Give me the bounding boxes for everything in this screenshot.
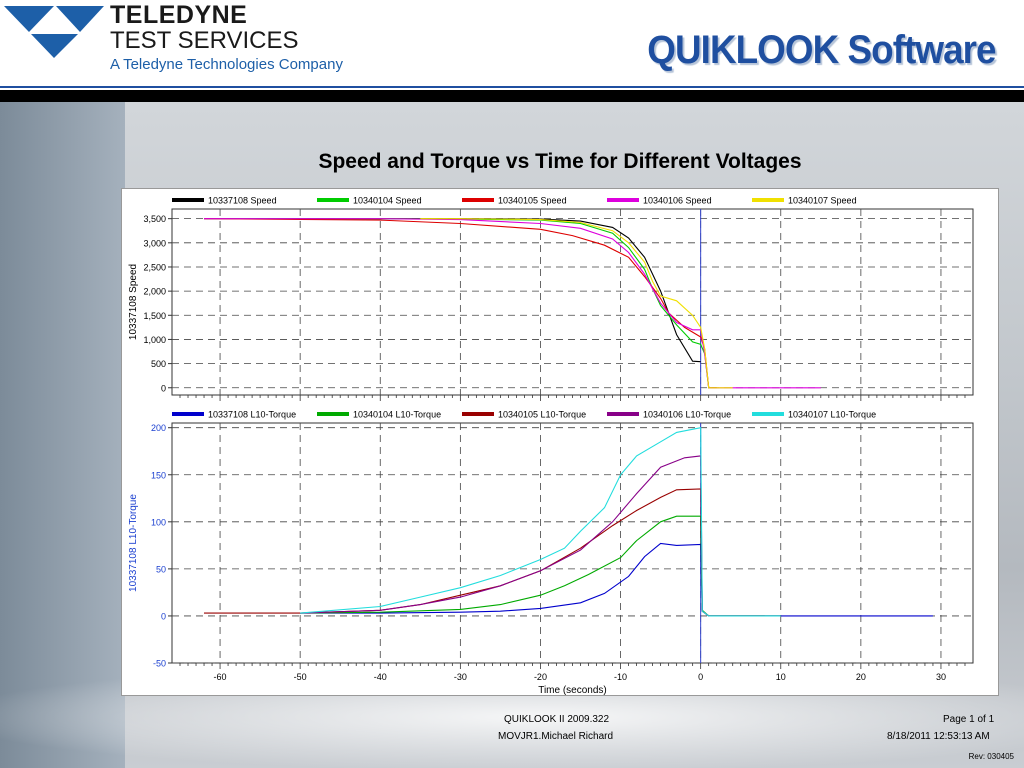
x-axis-label: Time (seconds) — [538, 685, 607, 695]
x-tick-label: -30 — [454, 672, 467, 682]
legend-label: 10340106 Speed — [643, 196, 712, 206]
footer-user: MOVJR1.Michael Richard — [498, 731, 614, 742]
y-axis-label: 10337108 L10-Torque — [128, 494, 139, 592]
app-title: QUIKLOOK Software — [647, 28, 997, 72]
x-tick-label: -40 — [374, 672, 387, 682]
legend-label: 10340104 Speed — [353, 196, 422, 206]
x-tick-label: -20 — [534, 672, 547, 682]
background-equipment-panel — [0, 102, 125, 768]
x-tick-label: 10 — [776, 672, 786, 682]
legend-label: 10340105 L10-Torque — [498, 410, 586, 420]
company-division: TEST SERVICES — [110, 27, 299, 54]
legend-label: 10340107 Speed — [788, 196, 857, 206]
company-logo-text: TELEDYNE TEST SERVICES A Teledyne Techno… — [110, 2, 343, 76]
company-name: TELEDYNE — [110, 1, 248, 29]
series-line — [300, 427, 781, 617]
y-tick-label: -50 — [153, 659, 166, 669]
legend-label: 10340104 L10-Torque — [353, 410, 441, 420]
y-tick-label: 0 — [161, 383, 166, 393]
charts-svg: 05001,0001,5002,0002,5003,0003,500103371… — [128, 196, 974, 696]
x-tick-label: 30 — [936, 672, 946, 682]
footer-datetime: 8/18/2011 12:53:13 AM — [887, 731, 990, 742]
footer-software-version: QUIKLOOK II 2009.322 — [504, 714, 610, 725]
teledyne-triangles-icon — [4, 6, 104, 58]
chart-title: Speed and Torque vs Time for Different V… — [318, 150, 802, 173]
y-tick-label: 150 — [151, 470, 166, 480]
plot-frame — [171, 422, 974, 664]
x-tick-label: 20 — [856, 672, 866, 682]
legend-label: 10337108 Speed — [208, 196, 277, 206]
y-axis-label: 10337108 Speed — [128, 264, 139, 340]
chart-panel: 0 500 1,000 1,500 2,000 2,500 3,000 3,500 103371… — [121, 188, 999, 696]
y-tick-label: 1,000 — [143, 335, 166, 345]
x-tick-label: -50 — [294, 672, 307, 682]
y-tick-label: 100 — [151, 517, 166, 527]
y-tick-label: 3,000 — [143, 238, 166, 248]
x-tick-label: 0 — [698, 672, 703, 682]
x-tick-label: -60 — [214, 672, 227, 682]
y-tick-label: 3,500 — [143, 214, 166, 224]
header-divider — [0, 86, 1024, 88]
series-line — [420, 218, 733, 389]
y-tick-label: 2,500 — [143, 262, 166, 272]
y-tick-label: 500 — [151, 359, 166, 369]
legend-label: 10340105 Speed — [498, 196, 567, 206]
y-tick-label: 50 — [156, 564, 166, 574]
company-tagline: A Teledyne Technologies Company — [110, 56, 343, 73]
footer-rev: Rev: 030405 — [968, 752, 1014, 761]
x-tick-label: -10 — [614, 672, 627, 682]
legend-label: 10337108 L10-Torque — [208, 410, 296, 420]
y-tick-label: 200 — [151, 423, 166, 433]
header-bar — [0, 90, 1024, 102]
header: TELEDYNE TEST SERVICES A Teledyne Techno… — [0, 0, 1024, 102]
footer-page: Page 1 of 1 — [943, 714, 995, 725]
y-tick-label: 0 — [161, 611, 166, 621]
y-tick-label: 2,000 — [143, 287, 166, 297]
y-tick-label: 1,500 — [143, 311, 166, 321]
legend-label: 10340106 L10-Torque — [643, 410, 731, 420]
plot-frame — [171, 208, 974, 396]
series-line — [204, 218, 821, 389]
legend-label: 10340107 L10-Torque — [788, 410, 876, 420]
